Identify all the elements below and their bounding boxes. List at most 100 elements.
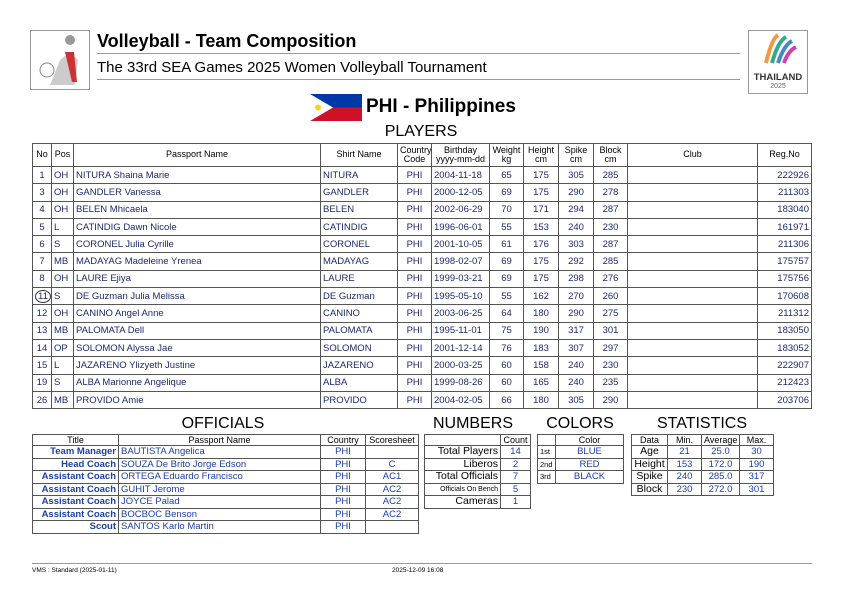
cell: GANDLER xyxy=(320,183,398,202)
row: 7 MB MADAYAG Madeleine Yrenea MADAYAG PHI 199… xyxy=(32,252,812,271)
cell: BELEN xyxy=(320,200,398,219)
cell: PHI xyxy=(397,321,432,340)
cell: 162 xyxy=(523,287,559,306)
cell: 176 xyxy=(523,235,559,254)
cell: 2001-10-05 xyxy=(431,235,490,254)
footer-date: 2025-12-09 16:08 xyxy=(392,567,444,574)
cell: MB xyxy=(51,321,74,340)
cell: CORONEL Julia Cyrille xyxy=(73,235,321,254)
header-cell: Average xyxy=(701,434,740,446)
row: Assistant Coach BOCBOC Benson PHI AC2 xyxy=(32,507,419,521)
cell: AC1 xyxy=(365,470,419,484)
row: 6 S CORONEL Julia Cyrille CORONEL PHI 2001-10… xyxy=(32,235,812,254)
cell: 171 xyxy=(523,200,559,219)
cell: 240 xyxy=(558,373,594,392)
cell: PHI xyxy=(397,356,432,375)
cell: AC2 xyxy=(365,495,419,509)
cell: MB xyxy=(51,390,74,410)
cell-text: 6 xyxy=(39,238,45,250)
cell: 2000-03-25 xyxy=(431,356,490,375)
cell-text: 4 xyxy=(39,204,45,216)
cell: C xyxy=(365,457,419,471)
cell: SOLOMON Alyssa Jae xyxy=(73,338,321,358)
cell: 240 xyxy=(558,217,594,237)
cell xyxy=(627,252,758,271)
cell: 153 xyxy=(667,457,702,471)
cell: 222907 xyxy=(757,356,812,375)
cell: BAUTISTA Angelica xyxy=(118,445,321,459)
cell xyxy=(365,445,419,459)
cell: PROVIDO xyxy=(320,390,398,410)
cell: 66 xyxy=(489,390,524,410)
cell: 240 xyxy=(667,470,702,484)
cell: 4 xyxy=(32,200,52,219)
section-title: COLORS xyxy=(546,415,614,432)
cell: Team Manager xyxy=(32,445,119,459)
cell: 14 xyxy=(500,445,531,459)
cell: 76 xyxy=(489,338,524,358)
header-cell: Passport Name xyxy=(118,434,321,446)
rule xyxy=(97,79,740,80)
row: 8 OH LAURE Ejiya LAURE PHI 1999-03-21 69 175 298… xyxy=(32,269,812,289)
cell: 170608 xyxy=(757,287,812,306)
row: 14 OP SOLOMON Alyssa Jae SOLOMON PHI 2001-12-… xyxy=(32,338,812,358)
row: Head Coach SOUZA De Brito Jorge Edson PHI C xyxy=(32,457,419,471)
cell: 298 xyxy=(558,269,594,289)
cell: Total Officials xyxy=(424,470,501,484)
header-cell: Data xyxy=(631,434,668,446)
row: 4 OH BELEN Mhicaela BELEN PHI 2002-06-29 70 171… xyxy=(32,200,812,219)
section-title: PLAYERS xyxy=(384,123,458,140)
cell: 2000-12-05 xyxy=(431,183,490,202)
cell: OH xyxy=(51,183,74,202)
cell: 230 xyxy=(593,217,628,237)
cell: PHI xyxy=(397,235,432,254)
row: Officials On Bench 5 xyxy=(424,482,531,496)
cell: PROVIDO Amie xyxy=(73,390,321,410)
header-cell: Shirt Name xyxy=(320,143,398,167)
cell: Liberos xyxy=(424,457,501,471)
cell: 175 xyxy=(523,183,559,202)
cell: 165 xyxy=(523,373,559,392)
team-name: PHI - Philippines xyxy=(366,96,516,117)
row: Cameras 1 xyxy=(424,495,531,509)
cell: 1st xyxy=(537,445,556,459)
header-cell: Passport Name xyxy=(73,143,321,167)
cell: 183040 xyxy=(757,200,812,219)
cell: 287 xyxy=(593,200,628,219)
cell: AC2 xyxy=(365,507,419,521)
cell: 222926 xyxy=(757,165,812,185)
cell: 301 xyxy=(739,482,774,496)
cell: JOYCE Palad xyxy=(118,495,321,509)
cell: 158 xyxy=(523,356,559,375)
cell: OH xyxy=(51,200,74,219)
logo-year: 2025 xyxy=(770,83,786,90)
cell: PHI xyxy=(397,390,432,410)
cell: PHI xyxy=(397,373,432,392)
cell: 183052 xyxy=(757,338,812,358)
row: 13 MB PALOMATA Dell PALOMATA PHI 1995-11-01 75… xyxy=(32,321,812,340)
cell: PHI xyxy=(397,200,432,219)
cell: 65 xyxy=(489,165,524,185)
cell: 230 xyxy=(593,356,628,375)
statistics-table: Data Min. Average Max. Age 21 25.0 30 Height 153 1… xyxy=(631,434,774,496)
cell: CATINDIG xyxy=(320,217,398,237)
header-cell: Country Code xyxy=(397,143,432,167)
cell: 6 xyxy=(32,235,52,254)
header-cell: No xyxy=(32,143,52,167)
cell: 175 xyxy=(523,252,559,271)
cell: 70 xyxy=(489,200,524,219)
cell: 175757 xyxy=(757,252,812,271)
cell: 272.0 xyxy=(701,482,740,496)
cell: OH xyxy=(51,304,74,323)
row: Total Officials 7 xyxy=(424,470,531,484)
cell: PHI xyxy=(397,183,432,202)
cell: 285 xyxy=(593,165,628,185)
cell: 1996-06-01 xyxy=(431,217,490,237)
cell xyxy=(627,338,758,358)
games-emblem xyxy=(764,33,797,64)
cell: 19 xyxy=(32,373,52,392)
cell: 15 xyxy=(32,356,52,375)
flag xyxy=(310,94,362,121)
cell: 175 xyxy=(523,165,559,185)
cell: PHI xyxy=(320,470,366,484)
